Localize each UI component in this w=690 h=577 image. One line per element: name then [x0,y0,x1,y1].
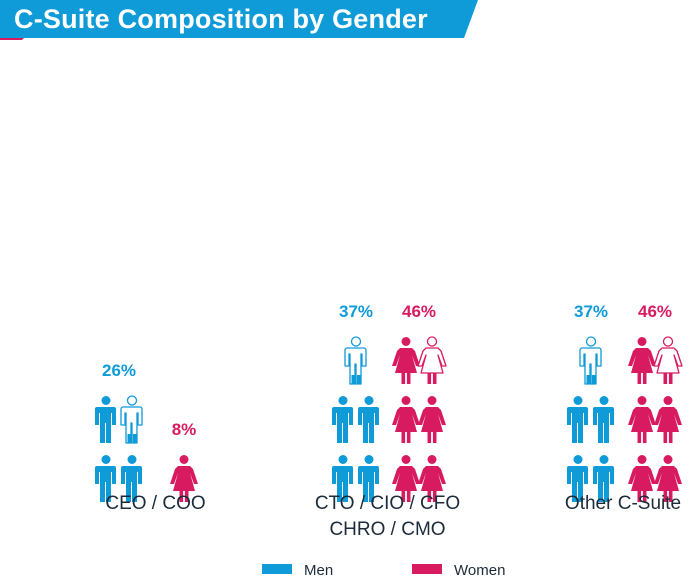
pictograph-icons [95,336,683,502]
women-icon-1-5 [417,336,447,384]
women-icon-1-4 [392,337,420,384]
women-icon-2-5 [653,336,683,384]
chart-title: C-Suite Composition by Gender [14,4,428,34]
category-label-0-0: CEO / COO [105,493,205,514]
men-icon-1-2 [332,396,353,443]
men-icon-0-0 [95,455,116,502]
legend-label-1: Women [454,562,505,577]
men-pct-label-0: 26% [102,361,136,380]
women-icon-1-3 [418,396,446,443]
women-icon-1-1 [418,455,446,502]
women-icon-2-4 [628,337,656,384]
men-icon-2-2 [567,396,588,443]
category-label-1-1: CHRO / CMO [329,519,445,540]
men-icon-2-1 [593,455,614,502]
men-icon-1-3 [358,396,379,443]
labels: 26% 8% CEO / COO 37% 46% CTO / CIO / CFO CHRO … [102,302,681,540]
men-pct-label-1: 37% [339,302,373,321]
men-icon-0-2 [95,396,116,443]
men-icon-1-0 [332,455,353,502]
women-icon-1-2 [392,396,420,443]
women-pct-label-2: 46% [638,302,672,321]
legend-swatch-0 [262,564,292,574]
category-label-1-0: CTO / CIO / CFO [315,493,460,514]
men-icon-0-1 [121,455,142,502]
women-icon-2-1 [654,455,682,502]
legend-swatch-1 [412,564,442,574]
women-icon-0-0 [170,455,198,502]
women-icon-2-0 [628,455,656,502]
legend: Men Women [262,562,505,577]
title-banner [0,0,478,40]
men-pct-label-2: 37% [574,302,608,321]
men-icon-2-3 [593,396,614,443]
women-pct-label-0: 8% [172,420,197,439]
category-label-2-0: Other C-Suite [565,493,681,514]
women-icon-2-3 [654,396,682,443]
men-icon-0-3 [120,395,143,444]
legend-label-0: Men [304,562,333,577]
men-icon-2-0 [567,455,588,502]
women-icon-2-2 [628,396,656,443]
women-pct-label-1: 46% [402,302,436,321]
men-icon-2-4 [579,336,602,385]
men-icon-1-4 [344,336,367,385]
men-icon-1-1 [358,455,379,502]
women-icon-1-0 [392,455,420,502]
